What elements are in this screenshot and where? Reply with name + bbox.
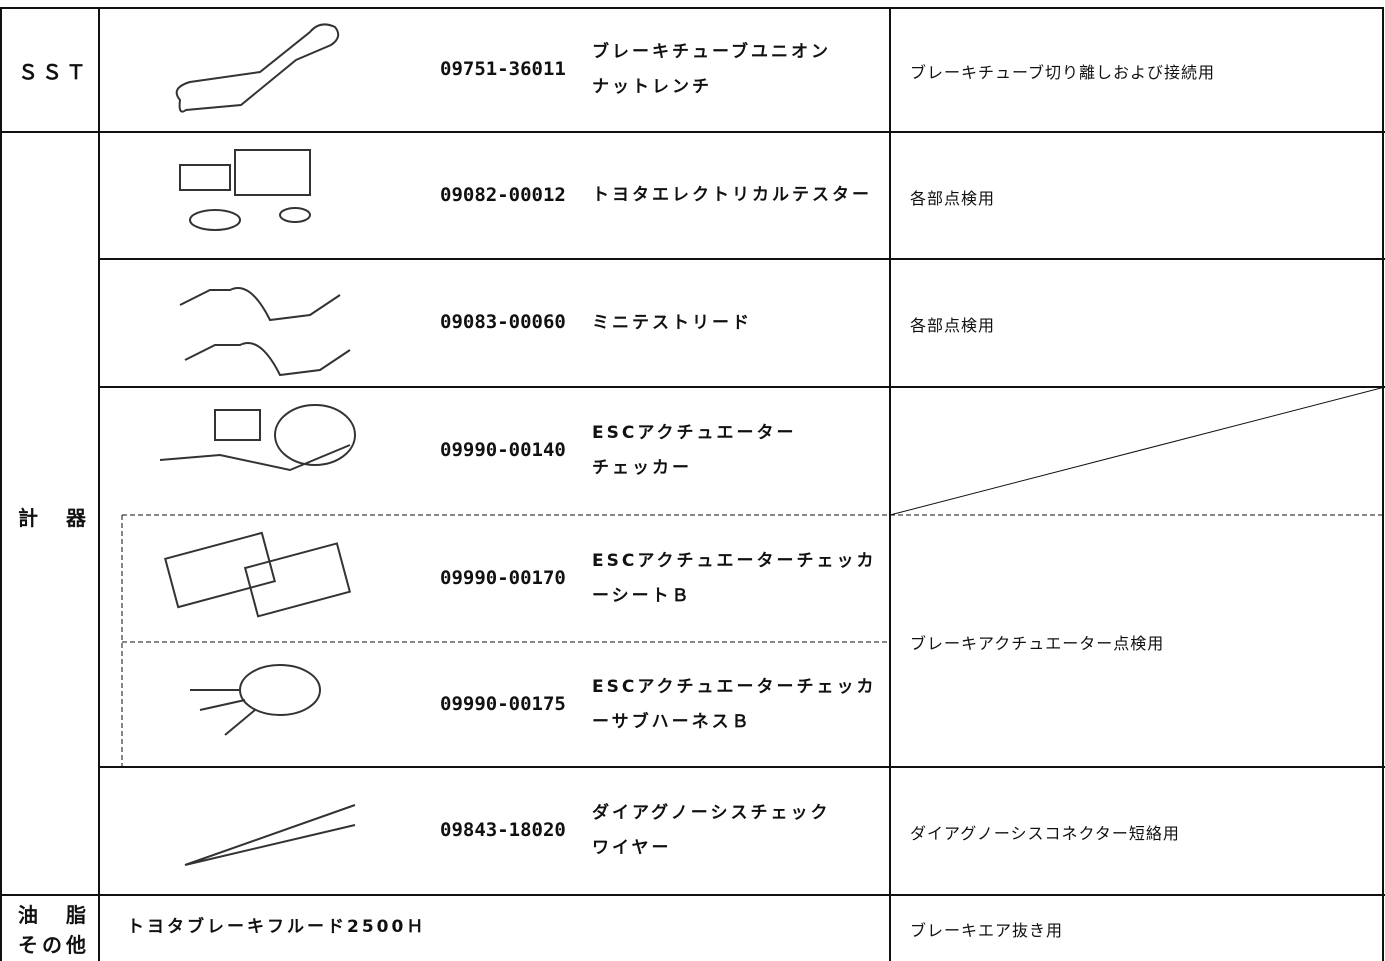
fluid-name: トヨタブレーキフルード2500Ｈ: [127, 917, 427, 937]
tool-name: ナットレンチ: [592, 77, 712, 97]
tool-name: ーサブハーネスＢ: [592, 711, 752, 732]
tool-name: ダイアグノーシスチェック: [592, 803, 831, 823]
tool-name: トヨタエレクトリカルテスター: [592, 185, 872, 205]
usage: ブレーキチューブ切り離しおよび接続用: [910, 63, 1216, 82]
usage: ブレーキエア抜き用: [910, 921, 1064, 940]
tool-name: ーシートＢ: [592, 585, 692, 606]
part-number: 09751-36011: [440, 58, 566, 80]
category-label: 油 脂: [18, 903, 90, 927]
usage: ブレーキアクチュエーター点検用: [910, 634, 1165, 653]
usage: 各部点検用: [910, 316, 996, 335]
part-number: 09990-00175: [440, 692, 566, 715]
part-number: 09082-00012: [440, 183, 566, 206]
category-label: 計 器: [18, 506, 90, 530]
tool-name: ESCアクチュエーターチェッカ: [592, 676, 877, 697]
tool-name: ワイヤー: [592, 838, 672, 858]
usage: ダイアグノーシスコネクター短絡用: [910, 824, 1180, 843]
tool-name: ESCアクチュエーター: [592, 423, 797, 443]
category-label: その他: [18, 933, 90, 957]
part-number: 09083-00060: [440, 311, 566, 333]
usage: 各部点検用: [910, 188, 996, 208]
tool-name: ESCアクチュエーターチェッカ: [592, 550, 877, 571]
category-label: ＳＳＴ: [18, 60, 90, 84]
part-number: 09843-18020: [440, 819, 566, 841]
part-number: 09990-00140: [440, 439, 566, 461]
tool-name: チェッカー: [592, 458, 692, 478]
part-number: 09990-00170: [440, 566, 566, 589]
tool-name: ブレーキチューブユニオン: [592, 42, 831, 62]
tool-name: ミニテストリード: [592, 312, 752, 333]
